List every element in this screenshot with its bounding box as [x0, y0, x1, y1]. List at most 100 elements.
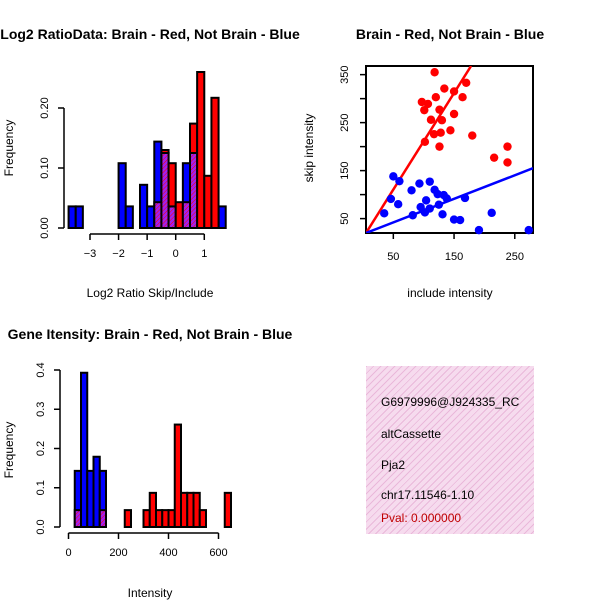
info-panel: G6979996@J924335_RC altCassette Pja2 chr… [366, 366, 534, 534]
scatter-point-red [446, 126, 455, 135]
scatter-point-red [437, 116, 447, 125]
scatter-y-tick-label: 250 [339, 113, 351, 131]
scatter-y-tick-label: 150 [339, 161, 351, 179]
scatter-point-red [430, 68, 439, 77]
scatter-fit-line-red [366, 66, 473, 233]
scatter-x-tick-label: 50 [387, 251, 399, 263]
ratio-hist-x-tick-label: −1 [141, 248, 154, 260]
scatter-point-red [431, 92, 441, 102]
intensity-hist-x-tick-label: 200 [109, 547, 127, 559]
ratio-hist-xlabel: Log2 Ratio Skip/Include [87, 286, 214, 300]
ratio-hist-x-tick-label: 1 [201, 248, 207, 260]
intensity-hist-ylabel: Frequency [2, 422, 16, 479]
scatter-point-blue [487, 208, 496, 218]
intensity-hist-overlap-bar [73, 509, 82, 528]
ratio-hist-overlap-bar [181, 201, 192, 229]
scatter-point-red [423, 99, 433, 109]
ratio-hist-overlap-bar [160, 152, 170, 229]
intensity-hist-red-bar [198, 509, 207, 528]
scatter-plot: 50 150 250 50 150 250 350 [339, 65, 534, 263]
ratio-hist-x-tick-label: 0 [173, 248, 179, 260]
intensity-hist-x-tick-label: 0 [65, 547, 71, 559]
intensity-hist-blue-bar [80, 371, 89, 528]
p-value: Pval: 0.000000 [381, 511, 462, 525]
intensity-hist-red-bar [223, 491, 232, 529]
intensity-hist-red-bar [173, 423, 182, 528]
intensity-hist-overlap-bar [98, 509, 107, 528]
intensity-hist-y-tick-label: 0.0 [35, 519, 47, 534]
ratio-hist-blue-bar [117, 162, 127, 229]
scatter-point-red [503, 158, 512, 167]
ratio-hist-red-bar [160, 149, 170, 154]
scatter-point-red [503, 142, 512, 151]
ratio-hist-overlap-bar [153, 201, 163, 229]
intensity-hist-x-tick-label: 400 [159, 547, 177, 559]
scatter-point-red [489, 153, 499, 162]
ratio-hist-title: Log2 RatioData: Brain - Red, Not Brain -… [0, 26, 300, 42]
scatter-point-blue [415, 179, 424, 188]
scatter-y-tick-label: 50 [339, 212, 351, 224]
scatter-point-blue [389, 172, 398, 181]
ratio-hist-red-bar [210, 96, 220, 229]
ratio-hist-overlap-bar [189, 152, 199, 229]
scatter-point-red [420, 105, 429, 115]
ratio-hist-y-tick-label: 0.10 [39, 157, 51, 178]
scatter-point-blue [438, 210, 447, 219]
scatter-point-blue [455, 215, 465, 225]
scatter-point-red [436, 128, 445, 137]
intensity-hist-plot: 0.0 0.1 0.2 0.3 0.4 0 200 400 600 [35, 362, 232, 559]
ratio-hist-blue-bar [139, 183, 149, 230]
event-type: altCassette [381, 427, 442, 441]
probe-id: G6979996@J924335_RC [381, 395, 520, 409]
ratio-hist-blue-bar [67, 205, 77, 229]
ratio-hist-red-bar [203, 174, 213, 230]
scatter-fit-line-blue [366, 167, 533, 233]
scatter-point-blue [449, 215, 459, 224]
ratio-hist-red-bar [167, 162, 177, 208]
scatter-point-red [458, 92, 467, 102]
scatter-point-blue [474, 225, 484, 235]
scatter-point-blue [393, 200, 403, 209]
intensity-hist-red-bar [123, 509, 132, 528]
ratio-hist-blue-bar [217, 205, 227, 229]
scatter-y-tick-label: 350 [339, 65, 351, 83]
scatter-point-red [440, 84, 449, 93]
scatter-point-blue [421, 196, 431, 205]
scatter-x-tick-label: 150 [445, 251, 463, 263]
scatter-title: Brain - Red, Not Brain - Blue [356, 26, 544, 42]
scatter-ylabel: skip intensity [302, 114, 316, 183]
scatter-point-red [462, 78, 471, 87]
genomic-location: chr17.11546-1.10 [381, 488, 475, 502]
scatter-point-blue [407, 186, 416, 195]
scatter-point-red [449, 109, 459, 119]
scatter-xlabel: include intensity [407, 286, 492, 300]
ratio-hist-ylabel: Frequency [2, 120, 16, 177]
intensity-hist-title: Gene Itensity: Brain - Red, Not Brain - … [8, 326, 293, 342]
ratio-hist-overlap-bar [167, 205, 177, 229]
scatter-point-blue [395, 176, 404, 186]
intensity-hist-y-tick-label: 0.4 [35, 362, 47, 377]
ratio-hist-red-bar [174, 201, 184, 229]
scatter-point-blue [425, 177, 434, 186]
scatter-point-red [426, 115, 436, 124]
intensity-hist-xlabel: Intensity [128, 586, 173, 600]
ratio-hist-plot: 0.00 0.10 0.20 −3 −2 −1 0 1 [39, 71, 227, 260]
ratio-hist-blue-bar [124, 205, 134, 229]
ratio-hist-blue-bar [146, 205, 156, 229]
scatter-point-red [435, 142, 444, 151]
intensity-hist-y-tick-label: 0.2 [35, 441, 47, 456]
ratio-hist-blue-bar [74, 205, 84, 229]
intensity-hist-y-tick-label: 0.1 [35, 480, 47, 495]
ratio-hist-x-tick-label: −2 [112, 248, 125, 260]
ratio-hist-y-tick-label: 0.00 [39, 217, 51, 238]
gene-name: Pja2 [381, 458, 406, 472]
scatter-x-tick-label: 250 [506, 251, 524, 263]
scatter-point-blue [386, 194, 396, 204]
intensity-hist-y-tick-label: 0.3 [35, 402, 47, 417]
ratio-hist-y-tick-label: 0.20 [39, 97, 51, 118]
scatter-point-blue [380, 209, 389, 218]
ratio-hist-red-bar [189, 122, 199, 154]
scatter-frame [365, 65, 534, 234]
